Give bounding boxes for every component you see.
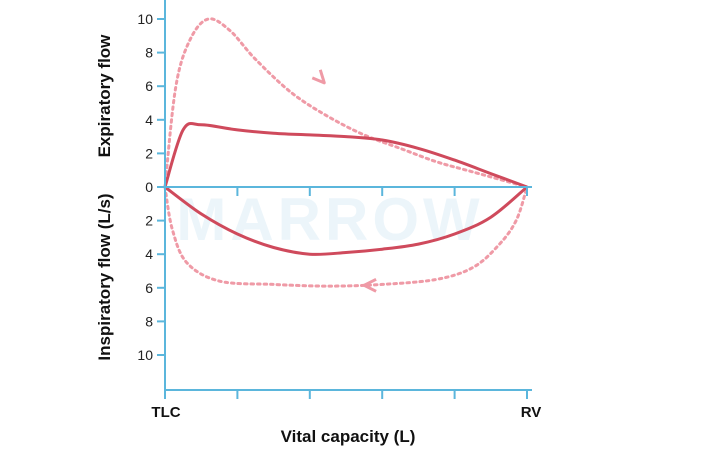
- y-tick-label: 10: [137, 347, 153, 363]
- solid-flow-loop: [163, 121, 528, 256]
- y-tick-label: 2: [145, 213, 153, 229]
- x-end-label-tlc: TLC: [151, 404, 180, 421]
- watermark-text: MARROW: [176, 186, 483, 253]
- flow-direction-arrow-expiratory: [311, 69, 326, 85]
- dotted-expiratory-curve: [163, 17, 529, 189]
- x-end-label-rv: RV: [521, 404, 542, 421]
- flow-direction-arrow-inspiratory: [362, 277, 377, 293]
- y-tick-label: 10: [137, 11, 153, 27]
- axis-ticks: 10 8 6 4 2 0 2 4 6 8 10: [137, 11, 528, 399]
- y-tick-label: 4: [145, 112, 153, 128]
- y-axis-title-lower: Inspiratory flow (L/s): [95, 193, 114, 360]
- y-tick-label: 6: [145, 280, 153, 296]
- x-axis-title: Vital capacity (L): [281, 427, 416, 446]
- dotted-inspiratory-curve: [163, 185, 529, 288]
- y-tick-label: 8: [145, 313, 153, 329]
- y-tick-label: 4: [145, 246, 153, 262]
- y-tick-label: 2: [145, 145, 153, 161]
- dotted-flow-loop: [163, 17, 529, 293]
- solid-expiratory-curve: [163, 121, 528, 189]
- y-tick-label: 8: [145, 45, 153, 61]
- solid-inspiratory-curve: [164, 185, 528, 256]
- y-tick-label: 6: [145, 78, 153, 94]
- y-axis-title-upper: Expiratory flow: [95, 34, 114, 158]
- y-tick-label: 0: [145, 179, 153, 195]
